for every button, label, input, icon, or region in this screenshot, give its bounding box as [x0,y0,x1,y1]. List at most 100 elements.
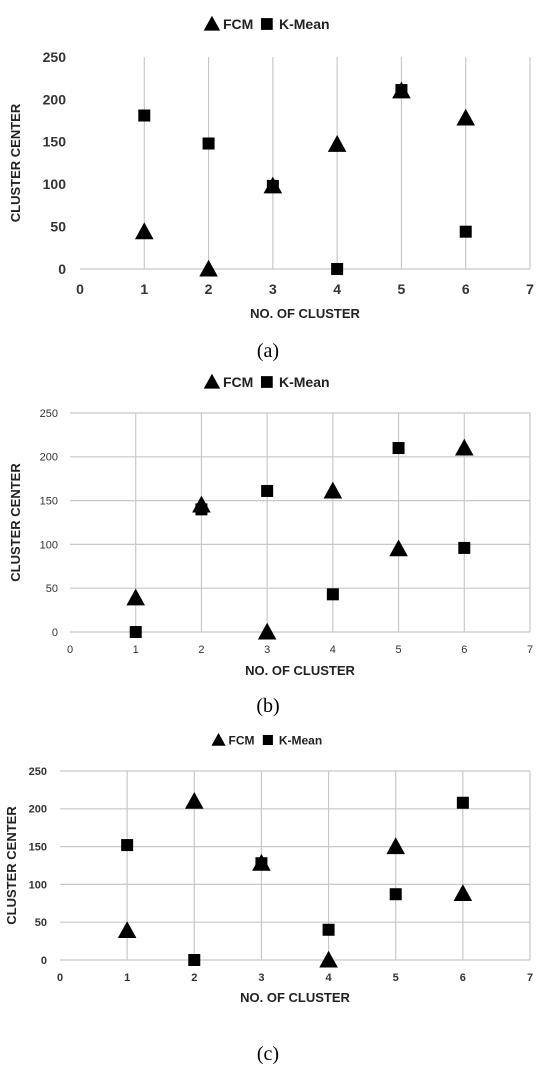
legend-label-kmean: K-Mean [279,374,330,390]
legend-marker-fcm [203,15,221,31]
point-fcm [386,837,406,855]
point-kmean [326,588,339,601]
point-fcm [456,108,476,126]
point-kmean [266,179,279,192]
point-fcm [454,438,474,456]
point-fcm [184,791,204,809]
y-tick-label: 50 [50,219,66,235]
point-kmean [458,541,471,554]
chart-a-caption: (a) [256,340,280,362]
y-tick-label: 50 [35,917,47,929]
x-tick-label: 5 [398,281,406,297]
x-tick-label: 3 [258,972,264,984]
x-tick-label: 3 [264,644,270,656]
legend-a: FCM K-Mean [203,15,330,32]
x-tick-label: 0 [67,644,73,656]
point-kmean [392,442,405,455]
x-tick-label: 1 [140,281,148,297]
y-axis-title: CLUSTER CENTER [4,806,19,925]
legend-marker-fcm [211,732,226,746]
point-kmean [331,263,344,275]
point-kmean [456,796,469,809]
legend-label-fcm: FCM [229,733,255,747]
y-tick-label: 250 [40,408,58,420]
chart-panel-c: 0 50 100 150 200 250 0 1 2 3 4 5 6 7 NO. OF CLUSTER CLU… [0,725,536,1073]
point-kmean [255,857,268,870]
point-fcm [389,539,408,557]
point-fcm [453,884,473,901]
y-tick-label: 150 [29,841,47,853]
point-kmean [261,484,274,497]
point-kmean [138,109,151,122]
point-fcm [257,622,277,640]
x-tick-label: 2 [198,644,204,656]
point-fcm [126,588,146,606]
chart-b-svg: 0 50 100 150 200 250 0 1 2 3 4 5 6 7 NO. OF CLUSTER CLU… [8,373,533,678]
legend-label-fcm: FCM [223,374,253,390]
x-tick-label: 4 [330,644,336,656]
x-tick-label: 6 [461,644,467,656]
point-kmean [389,888,402,901]
y-axis-title: CLUSTER CENTER [8,103,23,222]
x-tick-label: 3 [269,281,277,297]
legend-label-kmean: K-Mean [279,733,322,747]
point-kmean [121,839,134,852]
y-tick-label: 250 [43,49,67,65]
legend-label-kmean: K-Mean [279,16,330,32]
x-tick-label: 7 [526,281,534,297]
chart-a-svg: 0 50 100 150 200 250 0 1 2 3 4 5 6 7 NO. OF CLUSTER CLU… [8,15,534,321]
x-tick-label: 1 [124,972,130,984]
x-axis-title: NO. OF CLUSTER [245,663,355,678]
point-kmean [202,137,215,150]
point-fcm [327,135,347,152]
x-tick-label: 2 [205,281,213,297]
x-tick-label: 0 [57,972,63,984]
y-tick-label: 0 [58,261,66,277]
chart-panel-b: 0 50 100 150 200 250 0 1 2 3 4 5 6 7 NO. OF CLUSTER CLU… [0,370,536,725]
x-tick-label: 4 [326,972,333,984]
point-kmean [459,225,472,238]
y-tick-label: 150 [40,495,58,507]
point-kmean [322,923,335,936]
legend-marker-kmean [260,376,273,388]
y-tick-label: 0 [41,955,47,967]
chart-c-svg: 0 50 100 150 200 250 0 1 2 3 4 5 6 7 NO. OF CLUSTER CLU… [4,732,533,1005]
point-fcm [117,921,137,939]
x-tick-label: 5 [396,644,402,656]
legend-marker-kmean [262,734,273,746]
y-tick-label: 0 [52,627,58,639]
point-kmean [195,503,208,516]
point-fcm [323,481,343,499]
x-tick-label: 2 [191,972,197,984]
y-tick-label: 150 [43,134,67,150]
y-tick-label: 200 [40,452,58,464]
legend-c: FCM K-Mean [211,732,322,747]
x-axis-title: NO. OF CLUSTER [250,306,360,321]
legend-b: FCM K-Mean [203,373,330,390]
grid-c [60,770,531,961]
point-fcm [199,259,218,277]
point-kmean [395,84,408,97]
x-axis-title: NO. OF CLUSTER [240,990,350,1005]
x-tick-label: 6 [462,281,470,297]
point-kmean [129,626,142,638]
x-tick-label: 1 [133,644,139,656]
legend-marker-fcm [203,373,221,389]
chart-panel-a: 0 50 100 150 200 250 0 1 2 3 4 5 6 7 NO. OF CLUSTER CLU… [0,0,536,370]
x-tick-label: 7 [527,972,533,984]
y-axis-title: CLUSTER CENTER [8,463,23,582]
y-tick-label: 250 [29,766,47,778]
y-tick-label: 100 [29,879,47,891]
x-tick-label: 0 [76,281,84,297]
legend-label-fcm: FCM [223,16,253,32]
point-fcm [134,222,154,240]
point-fcm [319,950,338,968]
y-tick-label: 200 [29,804,47,816]
chart-c-caption: (c) [256,1043,280,1065]
y-tick-label: 200 [43,91,67,107]
x-tick-label: 4 [333,281,341,297]
x-tick-label: 7 [527,644,533,656]
y-tick-label: 100 [40,539,58,551]
y-tick-label: 50 [46,583,58,595]
x-tick-label: 5 [393,972,399,984]
